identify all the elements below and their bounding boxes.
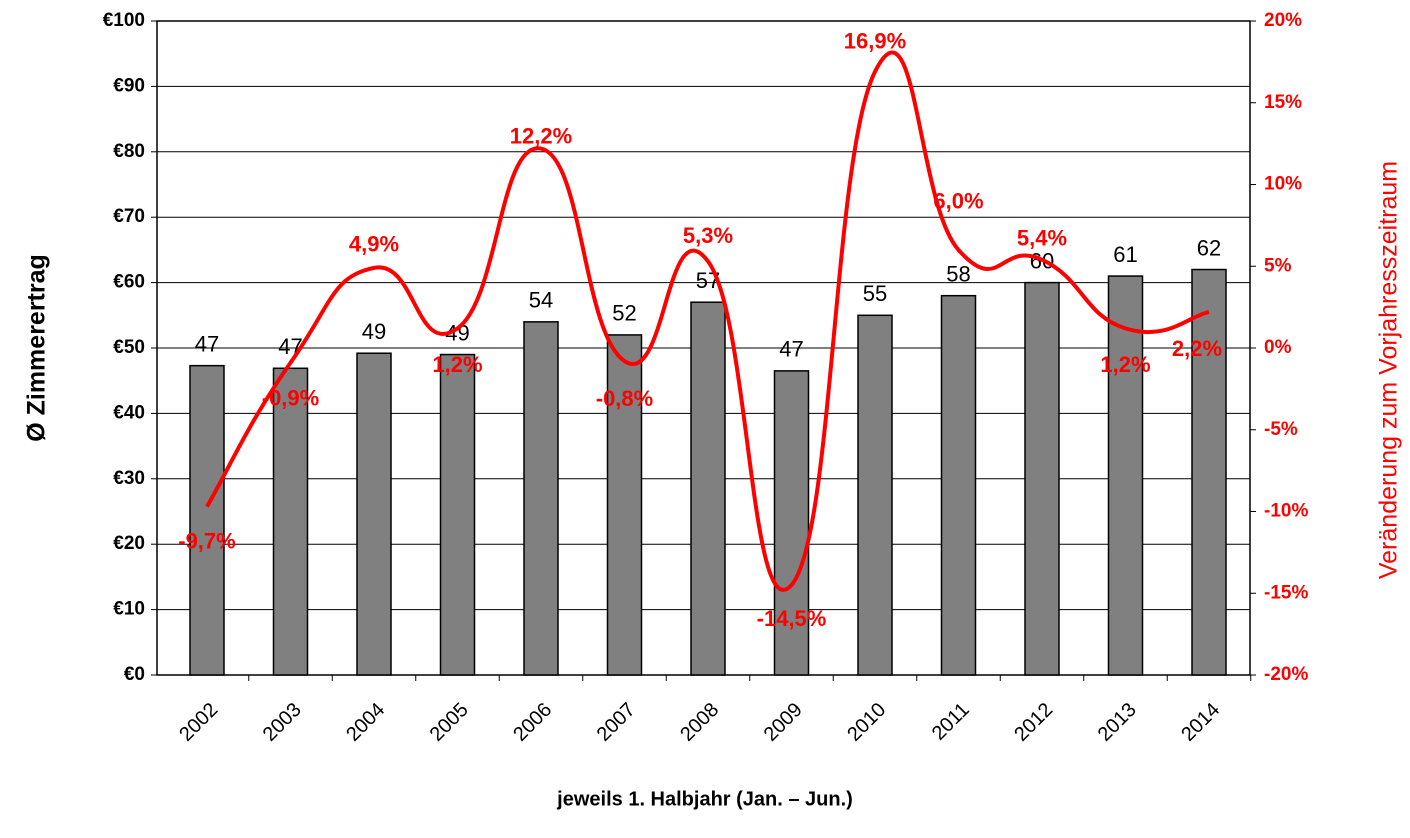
line-value-label: 5,3%: [683, 223, 733, 248]
x-tick-label: 2003: [259, 699, 306, 746]
y-tick-label: €60: [113, 272, 145, 293]
y-tick-label: €30: [113, 468, 145, 489]
bar: [940, 294, 977, 676]
y2-tick-label: 0%: [1264, 337, 1292, 358]
bar-value-label: 47: [779, 337, 803, 362]
y-tick-label: €0: [124, 664, 145, 685]
y2-tick-label: 5%: [1264, 255, 1292, 276]
x-tick-label: 2006: [509, 699, 556, 746]
bar-value-label: 58: [946, 261, 970, 286]
bar-value-label: 49: [362, 319, 386, 344]
y-tick-label: €40: [113, 402, 145, 423]
x-tick-label: 2002: [175, 699, 222, 746]
bar: [272, 367, 309, 676]
y2-tick-label: 20%: [1264, 10, 1302, 31]
y2-tick-label: -15%: [1264, 582, 1308, 603]
y2-axis-title: Veränderung zum Vorjahresszeitraum: [1375, 161, 1403, 579]
line-value-label: 2,2%: [1172, 336, 1222, 361]
line-value-label: -0,9%: [262, 386, 319, 411]
x-tick-label: 2008: [676, 699, 723, 746]
line-value-label: 1,2%: [432, 352, 482, 377]
line: [205, 50, 1210, 592]
y-tick-label: €90: [113, 75, 145, 96]
bar: [1191, 268, 1227, 676]
bar-value-label: 62: [1197, 235, 1221, 260]
bar-value-label: 47: [195, 331, 219, 356]
bar: [1024, 281, 1060, 676]
y-tick-label: €100: [103, 10, 145, 31]
y-tick-label: €50: [113, 337, 145, 358]
bar: [857, 314, 893, 676]
bar: [1107, 275, 1144, 676]
y2-tick-label: -20%: [1264, 664, 1308, 685]
x-axis-title: jeweils 1. Halbjahr (Jan. – Jun.): [556, 788, 853, 810]
y-tick-label: €10: [113, 599, 145, 620]
bar: [356, 352, 392, 676]
y-axis-title: Ø Zimmerertrag: [23, 254, 51, 442]
x-tick-label: 2005: [426, 699, 473, 746]
x-tick-label: 2011: [928, 699, 974, 745]
bar: [439, 353, 476, 676]
x-tick-label: 2012: [1010, 699, 1057, 746]
bar: [606, 334, 643, 676]
y-tick-label: €80: [113, 141, 145, 162]
line-value-label: 12,2%: [510, 123, 572, 148]
bar-value-label: 47: [278, 334, 302, 359]
line-value-label: -14,5%: [757, 606, 827, 631]
line-value-label: 6,0%: [933, 189, 983, 214]
x-tick-label: 2009: [760, 699, 807, 746]
bar-value-label: 52: [612, 301, 636, 326]
bar-value-label: 55: [863, 281, 887, 306]
x-tick-label: 2013: [1094, 699, 1141, 746]
x-tick-label: 2010: [843, 699, 890, 746]
x-tick-label: 2007: [593, 699, 640, 746]
line-value-label: -9,7%: [178, 528, 235, 553]
bar-value-label: 54: [529, 288, 553, 313]
bar: [690, 301, 726, 676]
line-value-label: -0,8%: [596, 386, 653, 411]
line-value-label: 16,9%: [844, 28, 906, 53]
line-value-label: 5,4%: [1017, 226, 1067, 251]
y2-tick-label: -10%: [1264, 501, 1308, 522]
bar: [773, 370, 810, 676]
x-tick-label: 2004: [342, 699, 389, 746]
y2-tick-label: 10%: [1264, 174, 1302, 195]
line-value-label: 4,9%: [349, 232, 399, 257]
y2-tick-label: 15%: [1264, 92, 1302, 113]
y-tick-label: €20: [113, 533, 145, 554]
line-value-label: 1,2%: [1100, 352, 1150, 377]
y2-tick-label: -5%: [1264, 419, 1298, 440]
bar-value-label: 61: [1113, 242, 1137, 267]
bar: [189, 364, 225, 676]
y-tick-label: €70: [113, 206, 145, 227]
bar: [523, 321, 559, 676]
x-tick-label: 2014: [1177, 699, 1224, 746]
